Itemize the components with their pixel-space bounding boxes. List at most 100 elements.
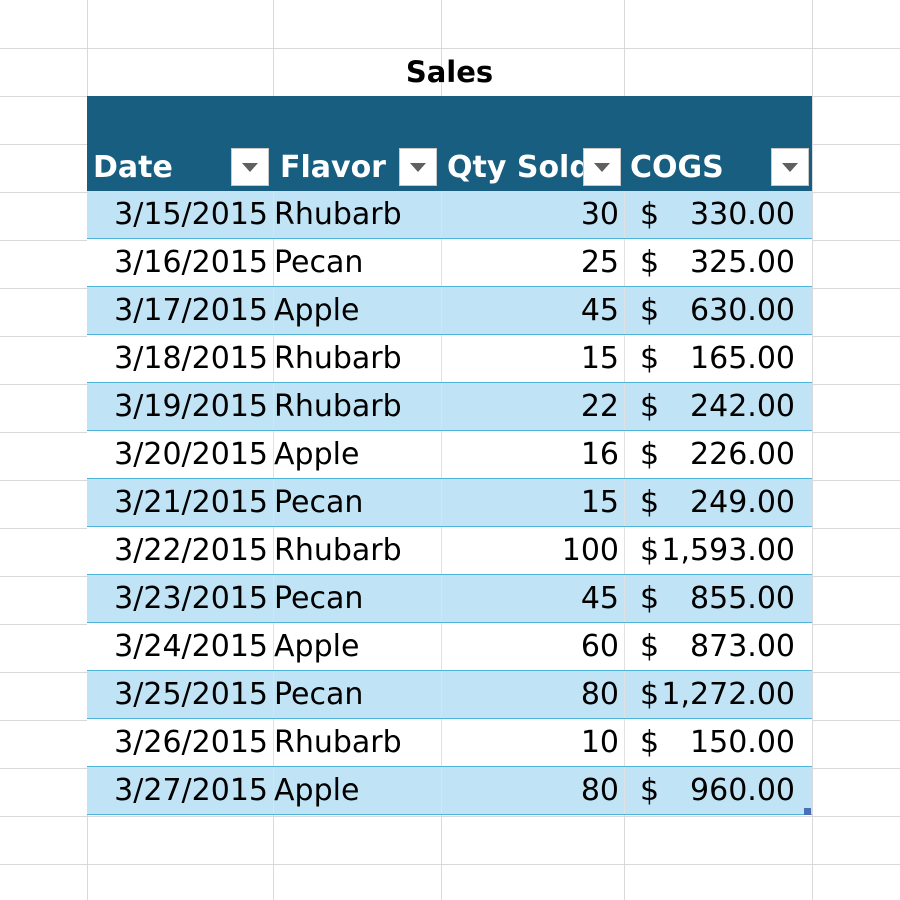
- flavor-cell[interactable]: Pecan: [274, 245, 364, 280]
- gridline: [812, 0, 813, 900]
- cogs-cell[interactable]: 960.00: [690, 773, 795, 808]
- table-row: 3/25/2015 Pecan 80 $ 1,272.00: [87, 671, 812, 719]
- table-row: 3/22/2015 Rhubarb 100 $ 1,593.00: [87, 527, 812, 575]
- qty-cell[interactable]: 80: [580, 773, 619, 808]
- cogs-cell[interactable]: 249.00: [690, 485, 795, 520]
- filter-button-cogs[interactable]: [771, 148, 809, 186]
- column-separator: [273, 527, 274, 574]
- date-cell[interactable]: 3/22/2015: [114, 533, 268, 568]
- date-cell[interactable]: 3/25/2015: [114, 677, 268, 712]
- qty-cell[interactable]: 60: [580, 629, 619, 664]
- qty-cell[interactable]: 15: [580, 341, 619, 376]
- resize-handle-icon[interactable]: [804, 808, 811, 815]
- cogs-cell[interactable]: 150.00: [690, 725, 795, 760]
- table-row: 3/20/2015 Apple 16 $ 226.00: [87, 431, 812, 479]
- column-separator: [273, 383, 274, 430]
- gridline: [0, 816, 900, 817]
- table-header-row: Date Flavor Qty Sold COGS: [87, 96, 812, 191]
- chevron-down-icon: [782, 162, 798, 172]
- column-separator: [441, 719, 442, 766]
- column-separator: [441, 623, 442, 670]
- flavor-cell[interactable]: Rhubarb: [274, 197, 402, 232]
- qty-cell[interactable]: 10: [580, 725, 619, 760]
- table-row: 3/21/2015 Pecan 15 $ 249.00: [87, 479, 812, 527]
- cogs-cell[interactable]: 330.00: [690, 197, 795, 232]
- cogs-cell[interactable]: 226.00: [690, 437, 795, 472]
- header-cell-cogs[interactable]: COGS: [624, 147, 812, 187]
- column-separator: [624, 575, 625, 622]
- header-label-flavor: Flavor: [280, 149, 386, 185]
- date-cell[interactable]: 3/18/2015: [114, 341, 268, 376]
- column-separator: [273, 191, 274, 238]
- sheet-title-cell[interactable]: Sales: [87, 48, 812, 96]
- filter-button-qty[interactable]: [583, 148, 621, 186]
- cogs-cell[interactable]: 630.00: [690, 293, 795, 328]
- sales-table: Date Flavor Qty Sold COGS: [87, 96, 812, 815]
- date-cell[interactable]: 3/15/2015: [114, 197, 268, 232]
- header-cell-date[interactable]: Date: [87, 147, 273, 187]
- cogs-cell[interactable]: 242.00: [690, 389, 795, 424]
- date-cell[interactable]: 3/21/2015: [114, 485, 268, 520]
- cogs-cell[interactable]: 873.00: [690, 629, 795, 664]
- header-cell-qty[interactable]: Qty Sold: [441, 147, 624, 187]
- currency-symbol: $: [640, 293, 660, 328]
- filter-button-date[interactable]: [231, 148, 269, 186]
- date-cell[interactable]: 3/27/2015: [114, 773, 268, 808]
- column-separator: [441, 335, 442, 382]
- qty-cell[interactable]: 22: [580, 389, 619, 424]
- cogs-cell[interactable]: 1,272.00: [661, 677, 795, 712]
- column-separator: [441, 767, 442, 814]
- column-separator: [441, 383, 442, 430]
- header-cell-flavor[interactable]: Flavor: [274, 147, 440, 187]
- qty-cell[interactable]: 80: [580, 677, 619, 712]
- date-cell[interactable]: 3/24/2015: [114, 629, 268, 664]
- flavor-cell[interactable]: Pecan: [274, 485, 364, 520]
- column-separator: [441, 671, 442, 718]
- flavor-cell[interactable]: Pecan: [274, 677, 364, 712]
- column-separator: [441, 479, 442, 526]
- date-cell[interactable]: 3/17/2015: [114, 293, 268, 328]
- flavor-cell[interactable]: Apple: [274, 629, 360, 664]
- column-separator: [624, 527, 625, 574]
- flavor-cell[interactable]: Rhubarb: [274, 533, 402, 568]
- qty-cell[interactable]: 30: [580, 197, 619, 232]
- column-separator: [624, 239, 625, 286]
- cogs-cell[interactable]: 1,593.00: [661, 533, 795, 568]
- column-separator: [441, 575, 442, 622]
- flavor-cell[interactable]: Apple: [274, 293, 360, 328]
- column-separator: [441, 239, 442, 286]
- column-separator: [273, 239, 274, 286]
- cogs-cell[interactable]: 855.00: [690, 581, 795, 616]
- qty-cell[interactable]: 45: [580, 293, 619, 328]
- flavor-cell[interactable]: Apple: [274, 437, 360, 472]
- table-row: 3/15/2015 Rhubarb 30 $ 330.00: [87, 191, 812, 239]
- cogs-cell[interactable]: 165.00: [690, 341, 795, 376]
- qty-cell[interactable]: 15: [580, 485, 619, 520]
- filter-button-flavor[interactable]: [399, 148, 437, 186]
- qty-cell[interactable]: 100: [561, 533, 619, 568]
- chevron-down-icon: [594, 162, 610, 172]
- qty-cell[interactable]: 45: [580, 581, 619, 616]
- flavor-cell[interactable]: Pecan: [274, 581, 364, 616]
- sheet-title: Sales: [405, 55, 494, 89]
- flavor-cell[interactable]: Apple: [274, 773, 360, 808]
- date-cell[interactable]: 3/16/2015: [114, 245, 268, 280]
- flavor-cell[interactable]: Rhubarb: [274, 389, 402, 424]
- column-separator: [624, 335, 625, 382]
- column-separator: [624, 623, 625, 670]
- flavor-cell[interactable]: Rhubarb: [274, 725, 402, 760]
- date-cell[interactable]: 3/23/2015: [114, 581, 268, 616]
- column-separator: [273, 431, 274, 478]
- qty-cell[interactable]: 25: [580, 245, 619, 280]
- date-cell[interactable]: 3/19/2015: [114, 389, 268, 424]
- qty-cell[interactable]: 16: [580, 437, 619, 472]
- cogs-cell[interactable]: 325.00: [690, 245, 795, 280]
- flavor-cell[interactable]: Rhubarb: [274, 341, 402, 376]
- date-cell[interactable]: 3/26/2015: [114, 725, 268, 760]
- date-cell[interactable]: 3/20/2015: [114, 437, 268, 472]
- chevron-down-icon: [410, 162, 426, 172]
- chevron-down-icon: [242, 162, 258, 172]
- column-separator: [441, 191, 442, 238]
- column-separator: [624, 191, 625, 238]
